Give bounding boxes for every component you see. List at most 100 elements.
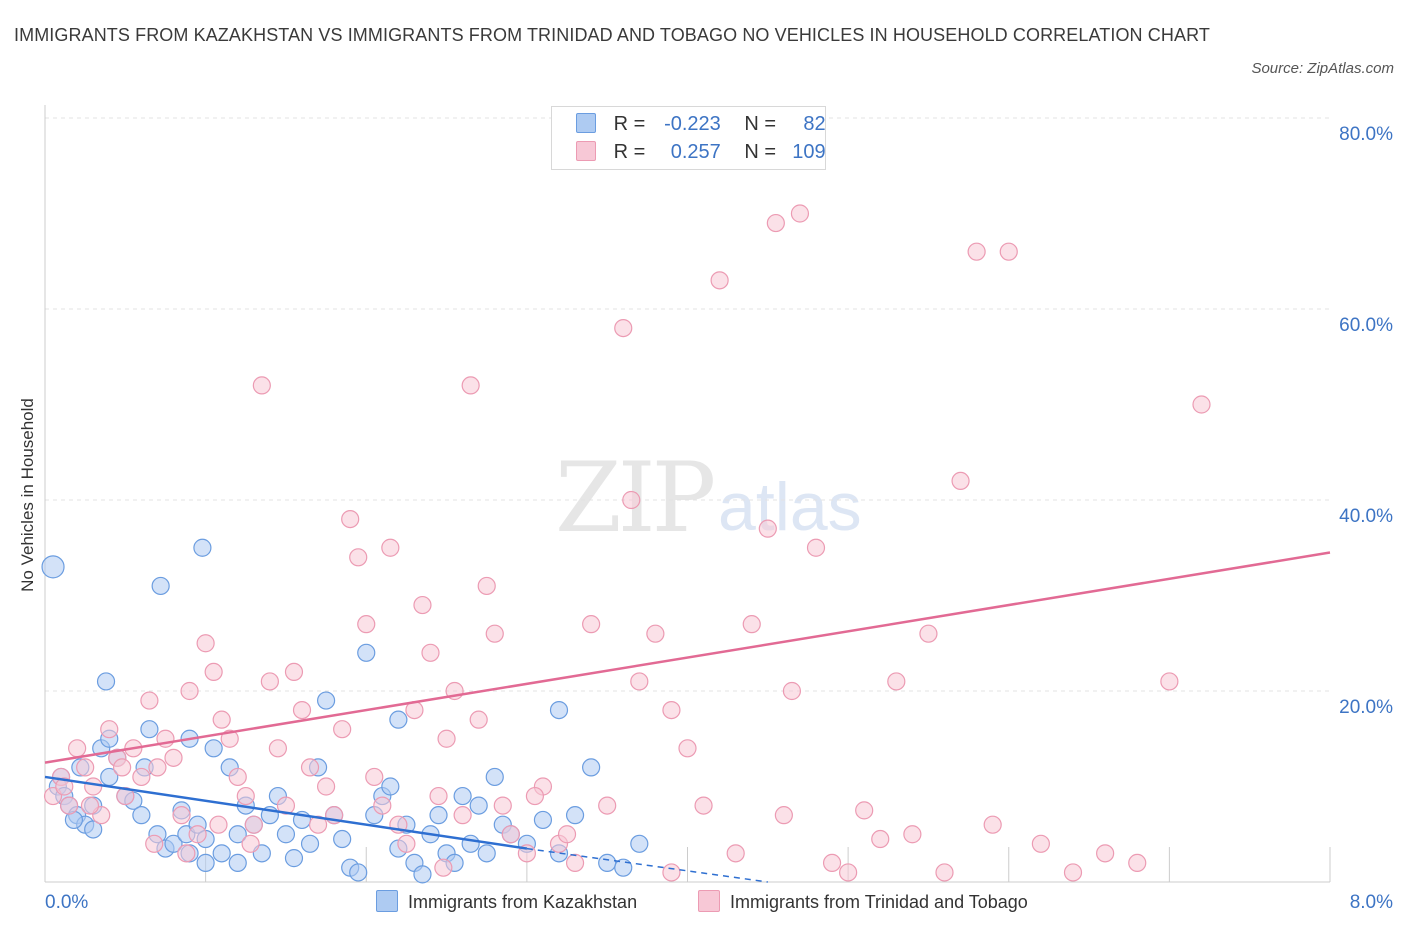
point-kazakhstan xyxy=(598,853,617,873)
point-trinidad xyxy=(1096,844,1115,863)
point-trinidad xyxy=(710,271,729,290)
point-kazakhstan xyxy=(132,806,151,825)
point-trinidad xyxy=(790,204,810,223)
point-trinidad xyxy=(76,758,95,777)
point-kazakhstan xyxy=(316,691,336,710)
point-kazakhstan xyxy=(614,858,633,877)
point-trinidad xyxy=(100,720,119,739)
x-tick-label: 0.0% xyxy=(45,892,88,913)
legend-item-kazakhstan: Immigrants from Kazakhstan xyxy=(376,888,637,916)
point-kazakhstan xyxy=(196,853,215,873)
series-legend: Immigrants from Kazakhstan Immigrants fr… xyxy=(0,888,1406,918)
point-trinidad xyxy=(1128,853,1147,873)
point-trinidad xyxy=(148,758,167,777)
point-kazakhstan xyxy=(151,576,170,596)
stats-legend: R = -0.223 N = 82 R = 0.257 N = 109 xyxy=(551,106,826,170)
point-trinidad xyxy=(365,767,384,787)
point-trinidad xyxy=(774,806,793,825)
point-kazakhstan xyxy=(228,825,247,844)
y-tick-label: 80.0% xyxy=(1339,124,1393,145)
legend-row-kazakhstan: R = -0.223 N = 82 xyxy=(576,110,826,138)
point-trinidad xyxy=(806,538,826,557)
point-trinidad xyxy=(268,739,288,758)
point-kazakhstan xyxy=(193,538,212,557)
point-trinidad xyxy=(887,672,906,691)
point-trinidad xyxy=(300,758,320,777)
point-kazakhstan xyxy=(461,834,480,853)
point-trinidad xyxy=(951,471,970,490)
y-tick-label: 20.0% xyxy=(1339,697,1393,718)
point-trinidad xyxy=(525,786,545,806)
point-trinidad xyxy=(59,796,79,815)
point-trinidad xyxy=(341,509,360,529)
legend-swatch-trinidad xyxy=(576,141,596,161)
point-trinidad xyxy=(244,815,263,834)
trendline-kazakhstan xyxy=(44,775,528,850)
point-trinidad xyxy=(172,806,191,825)
point-kazakhstan xyxy=(212,844,231,863)
point-trinidad xyxy=(453,806,472,825)
point-trinidad xyxy=(493,796,512,815)
point-kazakhstan xyxy=(333,829,352,849)
legend-item-trinidad: Immigrants from Trinidad and Tobago xyxy=(698,888,1028,916)
trendline-trinidad xyxy=(44,551,1331,764)
point-trinidad xyxy=(726,844,745,863)
point-trinidad xyxy=(678,739,697,758)
point-trinidad xyxy=(437,729,456,748)
point-trinidad xyxy=(228,767,247,787)
point-kazakhstan xyxy=(549,700,569,720)
point-trinidad xyxy=(477,576,496,596)
point-trinidad xyxy=(112,758,132,777)
point-kazakhstan xyxy=(413,865,432,884)
point-kazakhstan xyxy=(381,777,400,796)
point-trinidad xyxy=(177,844,196,863)
legend-r-kazakhstan: -0.223 xyxy=(664,113,721,135)
point-trinidad xyxy=(694,796,713,815)
point-trinidad xyxy=(919,624,938,643)
point-trinidad xyxy=(132,767,151,787)
point-trinidad xyxy=(349,548,368,567)
point-kazakhstan xyxy=(477,844,496,863)
point-trinidad xyxy=(565,853,585,873)
point-trinidad xyxy=(935,863,954,882)
point-trinidad xyxy=(164,748,183,767)
point-trinidad xyxy=(1063,863,1083,882)
point-trinidad xyxy=(662,700,681,720)
watermark-atlas: atlas xyxy=(718,469,862,545)
point-trinidad xyxy=(622,490,641,510)
point-trinidad xyxy=(557,825,577,844)
point-trinidad xyxy=(196,634,215,653)
point-trinidad xyxy=(140,691,159,710)
point-trinidad xyxy=(614,319,633,338)
point-kazakhstan xyxy=(389,710,408,729)
point-trinidad xyxy=(582,615,601,634)
y-tick-label: 40.0% xyxy=(1339,506,1393,527)
point-trinidad xyxy=(742,615,761,634)
legend-n-trinidad: 109 xyxy=(792,141,826,163)
point-trinidad xyxy=(758,519,777,538)
point-kazakhstan xyxy=(357,643,376,662)
point-trinidad xyxy=(308,815,328,834)
source-label: Source: ZipAtlas.com xyxy=(1251,60,1394,77)
legend-r-trinidad: 0.257 xyxy=(670,141,721,163)
point-trinidad xyxy=(333,720,352,739)
legend-swatch-kazakhstan xyxy=(576,113,596,133)
point-trinidad xyxy=(316,777,336,796)
point-trinidad xyxy=(252,376,271,395)
point-trinidad xyxy=(598,796,617,815)
point-trinidad xyxy=(209,815,228,834)
point-trinidad xyxy=(429,786,448,806)
legend-label-trinidad: Immigrants from Trinidad and Tobago xyxy=(730,892,1028,912)
point-trinidad xyxy=(55,777,74,796)
legend-n-kazakhstan: 82 xyxy=(803,113,826,135)
point-kazakhstan xyxy=(96,672,116,691)
point-kazakhstan xyxy=(84,820,103,839)
point-kazakhstan xyxy=(204,739,223,758)
point-trinidad xyxy=(766,213,785,233)
y-tick-label: 60.0% xyxy=(1339,315,1393,336)
point-kazakhstan xyxy=(630,834,649,853)
point-kazakhstan xyxy=(565,806,585,825)
point-kazakhstan xyxy=(533,810,553,830)
point-trinidad xyxy=(461,376,480,395)
point-trinidad xyxy=(220,729,239,748)
